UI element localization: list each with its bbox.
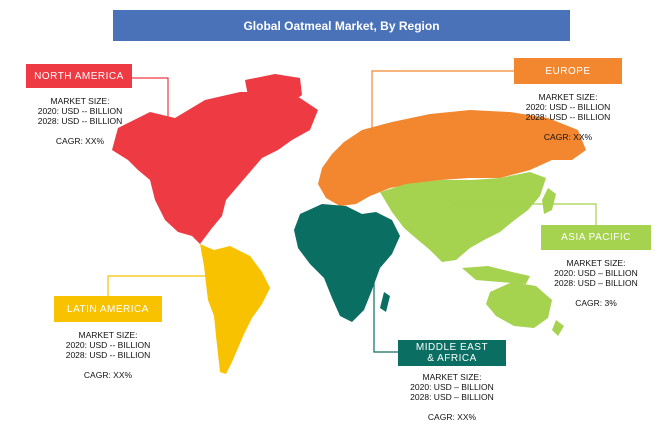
- latin-america-connector: [107, 275, 230, 296]
- middle-east-africa-label: MIDDLE EAST & AFRICA: [398, 340, 506, 366]
- north-america-label-text: NORTH AMERICA: [34, 70, 124, 82]
- asia-pacific-info: MARKET SIZE: 2020: USD – BILLION 2028: U…: [546, 258, 646, 308]
- north-america-region: [112, 92, 318, 244]
- asia-pacific-label: ASIA PACIFIC: [541, 225, 651, 250]
- north-america-cagr: CAGR: XX%: [55, 136, 105, 146]
- middle-east-africa-arrow: [370, 226, 378, 234]
- middle-east-africa-size-2028: 2028: USD – BILLION: [410, 392, 494, 402]
- europe-size-2020: 2020: USD -- BILLION: [525, 102, 611, 112]
- new-zealand: [552, 320, 564, 336]
- latin-america-size-2028: 2028: USD -- BILLION: [65, 350, 151, 360]
- north-america-size-2020: 2020: USD -- BILLION: [37, 106, 123, 116]
- asia-pacific-arrow: [442, 200, 450, 208]
- north-america-size-header: MARKET SIZE:: [50, 96, 110, 106]
- north-america-info: MARKET SIZE: 2020: USD -- BILLION 2028: …: [30, 96, 130, 146]
- middle-east-africa-label-line1: MIDDLE EAST: [415, 342, 489, 353]
- japan: [542, 188, 556, 214]
- latin-america-label: LATIN AMERICA: [54, 296, 162, 322]
- asia-pacific-cagr: CAGR: 3%: [575, 298, 617, 308]
- europe-size-2028: 2028: USD -- BILLION: [525, 112, 611, 122]
- europe-label-text: EUROPE: [545, 65, 591, 77]
- europe-size-header: MARKET SIZE:: [538, 92, 598, 102]
- australia: [486, 282, 552, 328]
- north-america-connector: [123, 77, 169, 180]
- middle-east-africa-info: MARKET SIZE: 2020: USD – BILLION 2028: U…: [402, 372, 502, 422]
- asia-pacific-region: [380, 172, 546, 262]
- latin-america-cagr: CAGR: XX%: [83, 370, 133, 380]
- north-america-arrow: [164, 178, 172, 186]
- asia-pacific-size-2028: 2028: USD – BILLION: [554, 278, 638, 288]
- europe-cagr: CAGR: XX%: [543, 132, 593, 142]
- madagascar: [380, 292, 390, 312]
- middle-east-africa-size-2020: 2020: USD – BILLION: [410, 382, 494, 392]
- middle-east-africa-connector: [373, 232, 398, 353]
- middle-east-africa-label-line2: & AFRICA: [427, 353, 477, 364]
- latin-america-region: [200, 244, 270, 374]
- latin-america-arrow: [228, 272, 236, 280]
- north-america-label: NORTH AMERICA: [26, 64, 132, 88]
- europe-connector: [371, 70, 514, 160]
- asia-pacific-size-2020: 2020: USD – BILLION: [554, 268, 638, 278]
- asia-pacific-label-text: ASIA PACIFIC: [561, 232, 631, 243]
- middle-east-africa-cagr: CAGR: XX%: [427, 412, 477, 422]
- asia-pacific-size-header: MARKET SIZE:: [566, 258, 626, 268]
- greenland: [245, 74, 302, 108]
- asia-pacific-connector: [448, 203, 597, 225]
- europe-label: EUROPE: [514, 58, 622, 84]
- europe-info: MARKET SIZE: 2020: USD -- BILLION 2028: …: [518, 92, 618, 142]
- latin-america-label-text: LATIN AMERICA: [67, 303, 149, 315]
- latin-america-info: MARKET SIZE: 2020: USD -- BILLION 2028: …: [58, 330, 158, 380]
- middle-east-africa-size-header: MARKET SIZE:: [422, 372, 482, 382]
- europe-region: [318, 110, 586, 206]
- north-america-size-2028: 2028: USD -- BILLION: [37, 116, 123, 126]
- europe-arrow: [368, 158, 376, 166]
- chart-title: Global Oatmeal Market, By Region: [113, 10, 570, 41]
- latin-america-size-2020: 2020: USD -- BILLION: [65, 340, 151, 350]
- indonesia: [462, 266, 530, 284]
- latin-america-size-header: MARKET SIZE:: [78, 330, 138, 340]
